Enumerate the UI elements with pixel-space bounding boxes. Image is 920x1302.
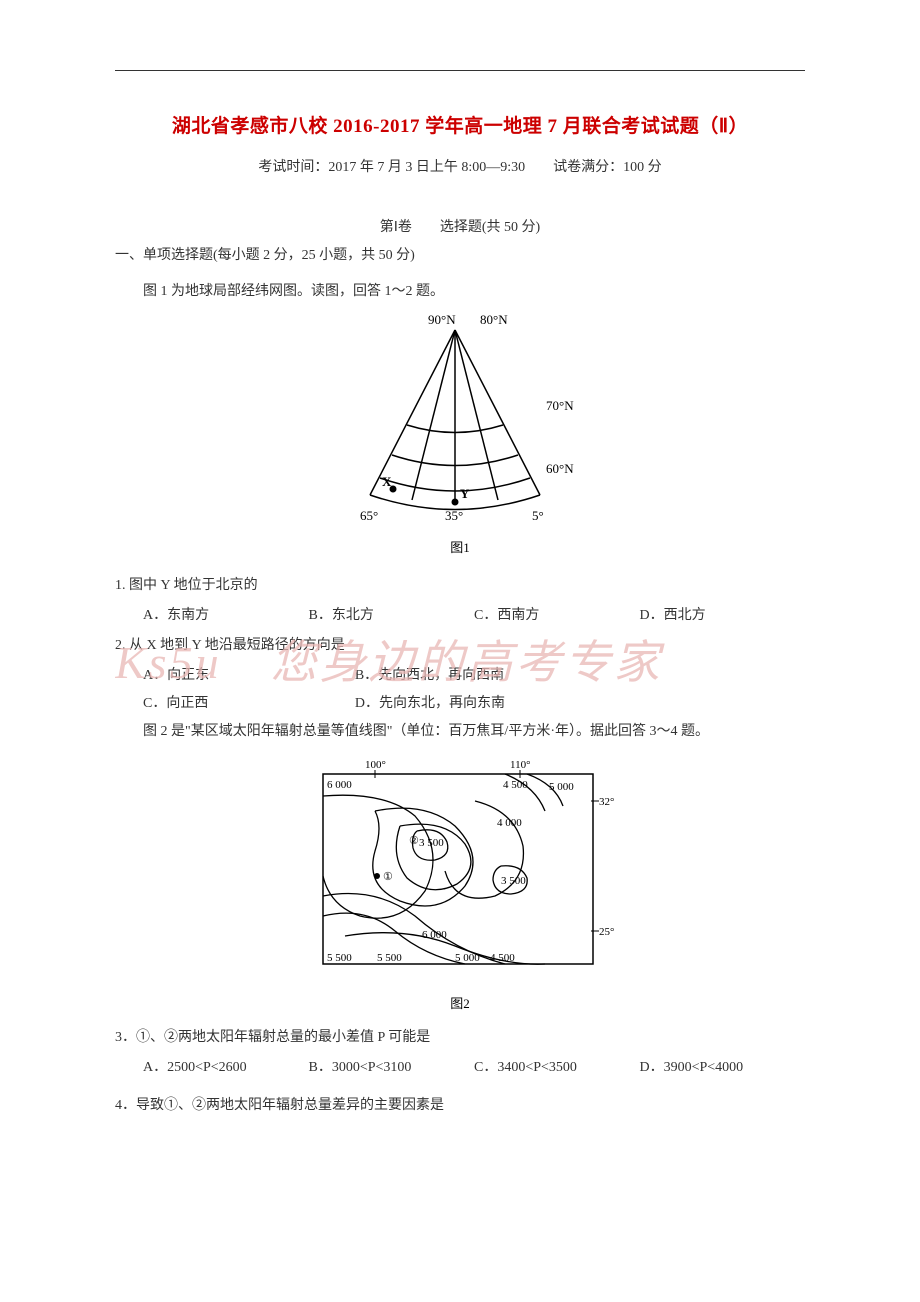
lab-5500b: 5 500	[377, 952, 402, 964]
q3-option-a: A．2500<P<2600	[143, 1056, 309, 1076]
label-X: X	[382, 474, 392, 489]
exam-info: 考试时间：2017 年 7 月 3 日上午 8:00—9:30 试卷满分：100…	[115, 156, 805, 176]
section-instruction: 一、单项选择题(每小题 2 分，25 小题，共 50 分)	[115, 244, 805, 264]
label-lon5: 5°	[532, 508, 544, 523]
lab-6000a: 6 000	[327, 779, 352, 791]
q2-option-d: D．先向东北，再向东南	[355, 692, 567, 712]
lab-3500b: 3 500	[501, 875, 526, 887]
lab-6000b: 6 000	[422, 929, 447, 941]
figure1-caption: 图1	[115, 537, 805, 556]
lab-p1: ①	[383, 871, 393, 883]
label-90n: 90°N	[428, 312, 456, 327]
question-4: 4．导致①、②两地太阳年辐射总量差异的主要因素是	[115, 1094, 805, 1114]
lab-lat25: 25°	[599, 926, 614, 938]
q3-options: A．2500<P<2600 B．3000<P<3100 C．3400<P<350…	[143, 1056, 805, 1076]
lab-lon110: 110°	[510, 759, 531, 771]
lab-5000b: 5 000	[549, 781, 574, 793]
lab-p2: ②	[409, 835, 419, 847]
label-lon35: 35°	[445, 508, 463, 523]
label-70n: 70°N	[546, 398, 574, 413]
label-80n: 80°N	[480, 312, 508, 327]
label-60n: 60°N	[546, 461, 574, 476]
lab-5000a: 5 000	[455, 952, 480, 964]
q1-option-a: A．东南方	[143, 604, 309, 624]
q1-option-b: B．东北方	[309, 604, 475, 624]
lab-lon100: 100°	[365, 759, 386, 771]
figure-2: 100° 110° 32° 25° 6 000 6 000 5 500 5 50…	[115, 756, 805, 1012]
figure2-intro: 图 2 是"某区域太阳年辐射总量等值线图"（单位：百万焦耳/平方米·年）。据此回…	[115, 720, 805, 740]
q1-option-d: D．西北方	[640, 604, 806, 624]
section-header: 第Ⅰ卷 选择题(共 50 分)	[115, 216, 805, 236]
q1-option-c: C．西南方	[474, 604, 640, 624]
lab-4500b: 4 500	[503, 779, 528, 791]
q2-option-a: A．向正东	[143, 664, 355, 684]
q3-option-b: B．3000<P<3100	[309, 1056, 475, 1076]
question-1: 1. 图中 Y 地位于北京的	[115, 574, 805, 594]
label-lon65: 65°	[360, 508, 378, 523]
q1-options: A．东南方 B．东北方 C．西南方 D．西北方	[143, 604, 805, 624]
top-rule	[115, 70, 805, 71]
question-2: 2. 从 X 地到 Y 地沿最短路径的方向是	[115, 634, 805, 654]
q2-option-c: C．向正西	[143, 692, 355, 712]
q2-option-b: B．先向西北，再向西南	[355, 664, 567, 684]
figure-1: 90°N 80°N 70°N 60°N 65° 35° 5° X Y 图1	[115, 310, 805, 556]
question-3: 3．①、②两地太阳年辐射总量的最小差值 P 可能是	[115, 1026, 805, 1046]
label-Y: Y	[460, 486, 470, 501]
figure1-intro: 图 1 为地球局部经纬网图。读图，回答 1～2 题。	[143, 280, 805, 300]
q3-option-c: C．3400<P<3500	[474, 1056, 640, 1076]
lab-3500a: 3 500	[419, 837, 444, 849]
page-title: 湖北省孝感市八校 2016-2017 学年高一地理 7 月联合考试试题（Ⅱ）	[115, 111, 805, 138]
lab-4500a: 4 500	[490, 952, 515, 964]
figure2-caption: 图2	[115, 993, 805, 1012]
lab-lat32: 32°	[599, 796, 614, 808]
q2-options-2: C．向正西 D．先向东北，再向东南	[143, 692, 805, 712]
lab-5500a: 5 500	[327, 952, 352, 964]
q2-options-1: A．向正东 B．先向西北，再向西南	[143, 664, 805, 684]
q3-option-d: D．3900<P<4000	[640, 1056, 806, 1076]
lab-4000: 4 000	[497, 817, 522, 829]
